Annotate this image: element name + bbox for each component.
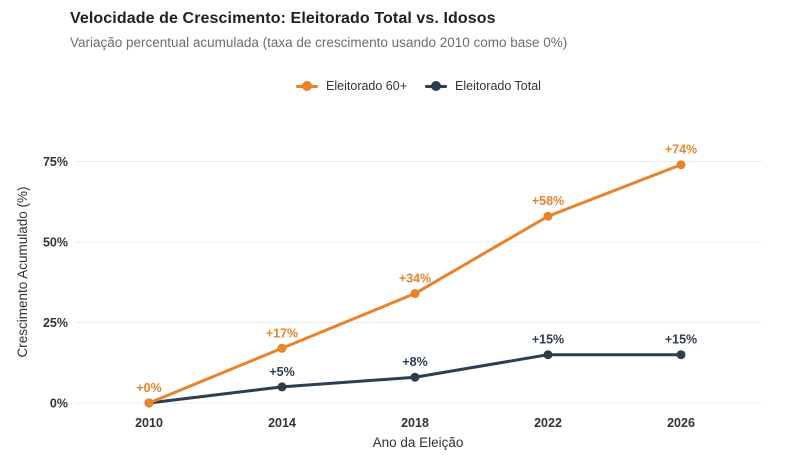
- legend-line-dot-icon: [425, 81, 448, 91]
- data-point-label: +34%: [399, 272, 431, 286]
- data-point-marker[interactable]: [676, 350, 686, 360]
- chart-title: Velocidade de Crescimento: Eleitorado To…: [70, 10, 496, 27]
- data-point-marker[interactable]: [543, 211, 553, 221]
- y-tick-label: 0%: [50, 397, 68, 411]
- legend-label: Eleitorado 60+: [326, 79, 408, 93]
- x-tick-label: 2014: [268, 416, 296, 430]
- y-tick-label: 50%: [43, 236, 68, 250]
- data-point-label: +8%: [402, 355, 427, 369]
- chart-header: Velocidade de Crescimento: Eleitorado To…: [70, 10, 779, 52]
- data-point-marker[interactable]: [144, 398, 154, 408]
- data-point-label: +0%: [136, 381, 161, 395]
- x-tick-label: 2018: [401, 416, 429, 430]
- legend-item-eleitorado-60[interactable]: Eleitorado 60+: [296, 79, 407, 93]
- legend-label: Eleitorado Total: [455, 79, 541, 93]
- data-point-label: +17%: [266, 326, 298, 340]
- data-point-marker[interactable]: [676, 160, 686, 170]
- y-tick-label: 25%: [43, 316, 68, 330]
- legend-item-eleitorado-total[interactable]: Eleitorado Total: [425, 79, 541, 93]
- data-point-marker[interactable]: [277, 382, 287, 392]
- y-tick-label: 75%: [43, 155, 68, 169]
- data-point-marker[interactable]: [410, 289, 420, 299]
- data-point-label: +5%: [269, 365, 294, 379]
- x-tick-label: 2026: [667, 416, 695, 430]
- data-point-marker[interactable]: [410, 372, 420, 382]
- legend: Eleitorado 60+ Eleitorado Total: [75, 76, 762, 96]
- y-axis-title: Crescimento Acumulado (%): [15, 186, 30, 357]
- x-tick-label: 2022: [534, 416, 562, 430]
- data-point-label: +74%: [665, 143, 697, 157]
- x-axis-title: Ano da Eleição: [373, 435, 464, 450]
- data-point-label: +15%: [665, 333, 697, 347]
- x-tick-label: 2010: [135, 416, 163, 430]
- data-point-marker[interactable]: [543, 350, 553, 360]
- data-point-label: +58%: [532, 194, 564, 208]
- data-point-marker[interactable]: [277, 343, 287, 353]
- chart-subtitle: Variação percentual acumulada (taxa de c…: [70, 35, 568, 51]
- data-point-label: +15%: [532, 333, 564, 347]
- legend-line-dot-icon: [296, 81, 319, 91]
